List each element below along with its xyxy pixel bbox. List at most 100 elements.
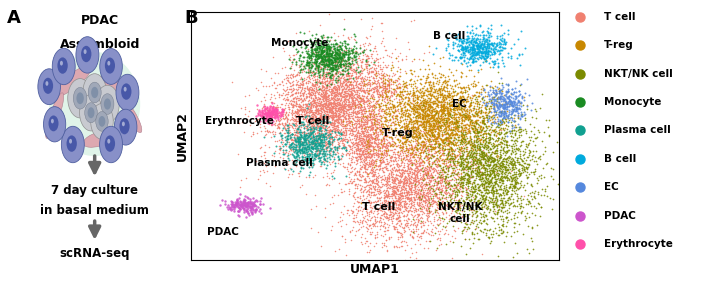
Point [341,111,353,115]
Point [344,147,356,151]
Point [351,75,362,79]
Point [545,166,557,170]
Point [503,104,515,109]
Point [412,195,423,200]
Point [294,30,306,34]
Point [360,138,371,142]
Point [396,58,408,62]
Point [383,200,394,205]
Point [369,81,381,86]
Point [395,144,406,149]
Point [428,134,440,138]
Point [353,208,364,212]
Point [456,142,468,146]
Point [481,118,493,122]
Point [341,102,352,107]
Point [451,118,463,123]
Point [268,134,280,138]
Point [303,97,315,102]
Point [375,227,386,231]
Point [481,154,492,159]
Point [418,176,429,180]
Point [480,46,491,51]
Point [538,165,549,170]
Point [451,172,462,177]
Point [493,96,505,101]
Point [477,51,488,56]
Point [379,176,391,181]
Point [282,151,293,155]
Point [471,121,482,125]
Point [361,171,372,175]
Point [424,116,436,121]
Point [350,129,361,134]
Point [510,152,521,156]
Point [395,179,406,184]
Point [429,98,441,103]
Point [458,55,470,60]
Point [391,161,403,166]
Point [433,134,445,138]
Point [305,108,316,112]
Point [283,144,295,149]
Point [311,140,323,145]
Point [430,111,441,115]
Point [415,67,426,72]
Point [369,135,381,140]
Point [411,174,423,178]
Text: in basal medium: in basal medium [40,204,149,217]
Point [435,184,446,189]
Point [461,64,473,68]
Point [300,107,311,112]
Point [268,79,280,84]
Point [301,87,313,92]
Point [373,145,385,150]
Point [309,82,321,87]
Point [410,74,421,78]
Point [426,165,437,170]
Point [317,135,328,140]
Point [391,188,403,192]
Point [463,178,474,183]
Point [478,199,489,203]
Point [496,159,508,164]
Point [467,41,478,46]
Point [496,175,507,179]
Point [353,152,365,157]
Point [327,67,338,72]
Point [486,172,497,177]
Point [402,196,413,201]
Point [338,124,350,129]
Point [378,212,390,216]
Point [416,143,427,147]
Point [391,175,403,180]
Point [436,115,447,120]
Point [459,47,471,51]
Point [302,138,313,142]
Point [456,139,468,144]
Point [283,137,294,141]
Point [313,123,324,128]
Point [312,65,323,70]
Point [287,105,298,110]
Point [363,56,374,60]
Point [283,167,294,172]
Point [297,91,308,95]
Point [273,113,285,117]
Point [509,203,521,208]
Point [303,141,315,146]
Point [321,112,333,116]
Point [499,164,511,169]
Point [324,121,336,126]
Point [403,199,415,203]
Point [296,165,307,170]
Point [340,89,351,94]
Point [376,213,387,218]
Point [369,236,381,241]
Point [295,131,306,136]
Point [453,81,464,86]
Point [319,125,331,130]
Point [507,197,518,201]
Point [285,132,296,136]
Point [302,144,313,149]
